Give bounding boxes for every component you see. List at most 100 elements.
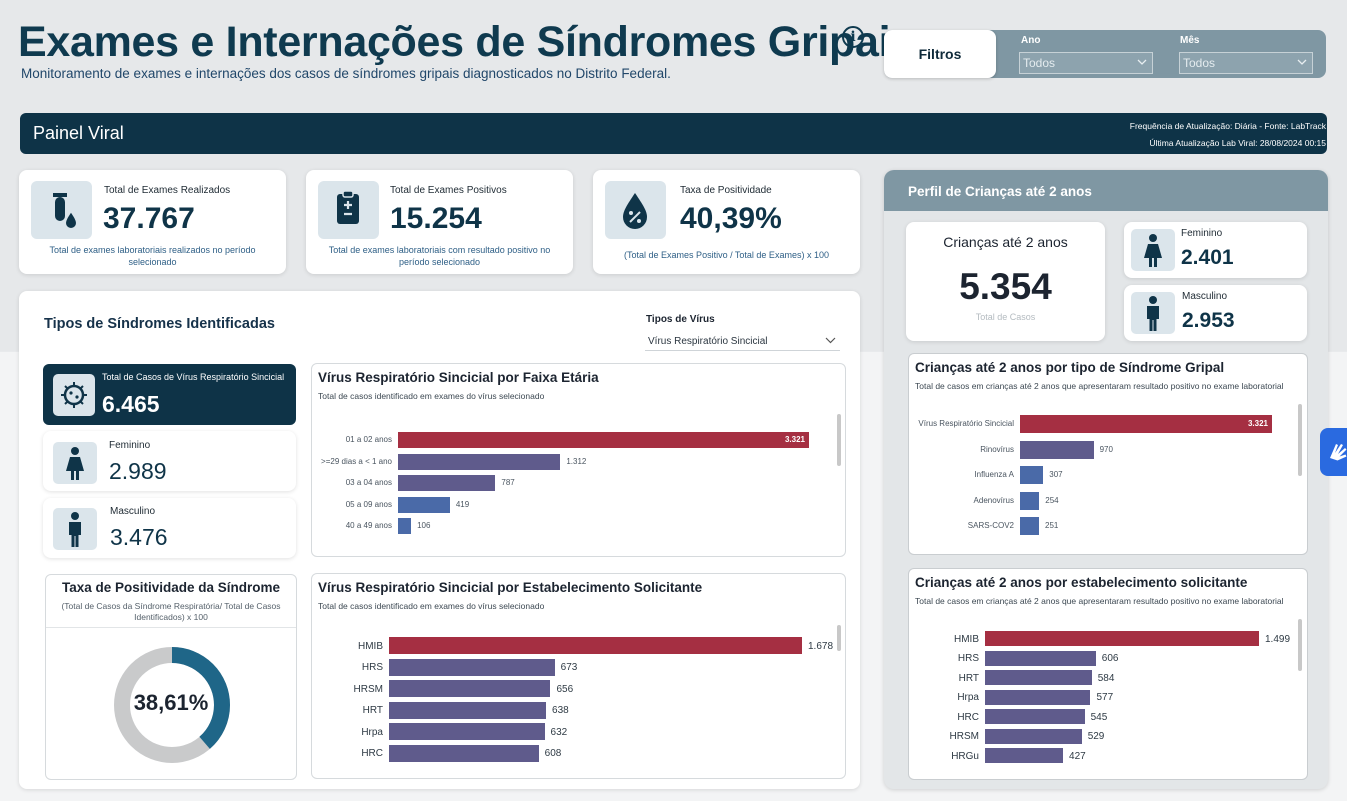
category-label: Hrpa	[361, 726, 383, 738]
children-female-label: Feminino	[1181, 228, 1223, 239]
bar[interactable]	[398, 432, 809, 448]
kpi-description: Total de exames laboratoriais com result…	[328, 245, 551, 267]
bar[interactable]	[985, 631, 1259, 646]
category-label: SARS-COV2	[967, 521, 1014, 530]
data-label: 608	[544, 748, 562, 759]
category-label: Adenovírus	[973, 495, 1014, 505]
donut-fill-segment	[114, 647, 230, 763]
chart-subtitle: Total de casos em crianças até 2 anos qu…	[915, 596, 1284, 606]
kpi-card-positivity-rate: Taxa de Positividade 40,39% (Total de Ex…	[593, 170, 860, 274]
bar[interactable]	[389, 723, 545, 740]
children-female-value: 2.401	[1181, 246, 1234, 269]
info-icon[interactable]: i	[842, 26, 864, 48]
children-male-card: Masculino 2.953	[1124, 285, 1307, 341]
total-cases-label: Total de Casos de Vírus Respiratório Sin…	[102, 372, 285, 382]
virus-filter-select[interactable]: Vírus Respiratório Sincicial	[645, 331, 840, 351]
bar[interactable]	[389, 701, 547, 719]
scrollbar[interactable]	[837, 414, 841, 466]
kpi-label: Total de Exames Realizados	[104, 185, 231, 196]
chart-subtitle: Total de casos identificado em exames do…	[318, 601, 545, 611]
category-label: 01 a 02 anos	[345, 435, 392, 444]
category-label: HRT	[958, 672, 979, 684]
bar[interactable]	[985, 748, 1064, 763]
syndromes-title: Tipos de Síndromes Identificadas	[44, 316, 275, 332]
data-label: 1.678	[808, 640, 834, 652]
male-label: Masculino	[110, 506, 156, 517]
children-total-card: Crianças até 2 anos 5.354 Total de Casos	[906, 222, 1105, 341]
chevron-down-icon	[1297, 59, 1307, 65]
children-male-value: 2.953	[1182, 309, 1235, 332]
male-value: 3.476	[110, 524, 168, 550]
positivity-donut-chart	[114, 647, 230, 763]
female-label: Feminino	[109, 440, 151, 451]
data-label: 427	[1069, 750, 1086, 762]
bar[interactable]	[985, 670, 1092, 685]
category-label: Rinovírus	[980, 444, 1014, 454]
category-label: HRT	[362, 705, 383, 716]
bar[interactable]	[985, 728, 1082, 744]
positivity-donut-card: Taxa de Positividade da Síndrome (Total …	[45, 574, 297, 780]
children-total-caption: Total de Casos	[975, 312, 1036, 322]
female-cases-card: Feminino 2.989	[43, 431, 296, 491]
accessibility-button[interactable]	[1320, 428, 1347, 476]
bar[interactable]	[1020, 440, 1094, 459]
bar[interactable]	[389, 637, 802, 654]
category-label: HRS	[957, 653, 979, 664]
female-icon	[1131, 229, 1175, 271]
children-establishment-chart: Crianças até 2 anos por estabelecimento …	[908, 568, 1308, 780]
bar[interactable]	[389, 744, 539, 762]
chart-subtitle: Total de casos identificado em exames do…	[318, 391, 545, 401]
panel-banner	[20, 113, 1327, 154]
kpi-card-positive-exams: Total de Exames Positivos 15.254 Total d…	[306, 170, 573, 274]
sign-language-icon	[1330, 444, 1347, 461]
bar[interactable]	[398, 518, 412, 534]
bar[interactable]	[398, 453, 561, 470]
category-label: HRC	[957, 711, 979, 723]
data-label: 3.321	[1247, 419, 1268, 428]
page-title: Exames e Internações de Síndromes Gripai…	[18, 18, 914, 66]
chevron-down-icon	[1137, 59, 1147, 65]
year-filter-select[interactable]: Todos	[1019, 52, 1153, 74]
chart-subtitle: Total de casos em crianças até 2 anos qu…	[915, 381, 1284, 391]
data-label: 656	[556, 683, 574, 695]
children-total-value: 5.354	[959, 266, 1052, 307]
positivity-value: 38,61%	[133, 690, 209, 715]
bar[interactable]	[398, 475, 496, 491]
bar[interactable]	[389, 680, 551, 697]
bar[interactable]	[985, 689, 1091, 705]
bar[interactable]	[1020, 466, 1044, 484]
category-label: HRSM	[353, 683, 383, 695]
bar[interactable]	[985, 709, 1085, 724]
age-group-chart: Vírus Respiratório Sincicial por Faixa E…	[311, 363, 846, 557]
scrollbar[interactable]	[1298, 619, 1302, 671]
data-label: 787	[501, 478, 515, 487]
bar[interactable]	[1020, 415, 1272, 433]
filters-button[interactable]: Filtros	[884, 30, 996, 78]
data-label: 529	[1087, 731, 1105, 742]
divider	[46, 627, 296, 628]
update-frequency: Frequência de Atualização: Diária - Font…	[1129, 121, 1326, 131]
bar[interactable]	[398, 496, 450, 513]
data-label: 673	[560, 662, 578, 673]
chart-title: Crianças até 2 anos por estabelecimento …	[915, 575, 1248, 590]
bar[interactable]	[1020, 517, 1040, 535]
bar[interactable]	[1020, 491, 1040, 510]
kpi-value: 15.254	[390, 202, 482, 235]
page-subtitle: Monitoramento de exames e internações do…	[21, 66, 671, 81]
bar[interactable]	[389, 658, 555, 676]
kpi-value: 40,39%	[680, 202, 782, 235]
year-filter-value: Todos	[1023, 56, 1056, 70]
positivity-title: Taxa de Positividade da Síndrome	[61, 580, 281, 595]
data-label: 632	[550, 726, 568, 738]
category-label: HRGu	[951, 750, 979, 762]
bar[interactable]	[985, 650, 1096, 666]
data-label: 251	[1045, 521, 1059, 530]
category-label: Hrpa	[957, 692, 979, 703]
kpi-label: Total de Exames Positivos	[390, 185, 507, 196]
data-label: 606	[1101, 653, 1119, 664]
female-icon	[53, 442, 97, 484]
month-filter-select[interactable]: Todos	[1179, 52, 1313, 74]
scrollbar[interactable]	[837, 625, 841, 651]
chevron-down-icon	[825, 337, 836, 344]
scrollbar[interactable]	[1298, 404, 1302, 476]
